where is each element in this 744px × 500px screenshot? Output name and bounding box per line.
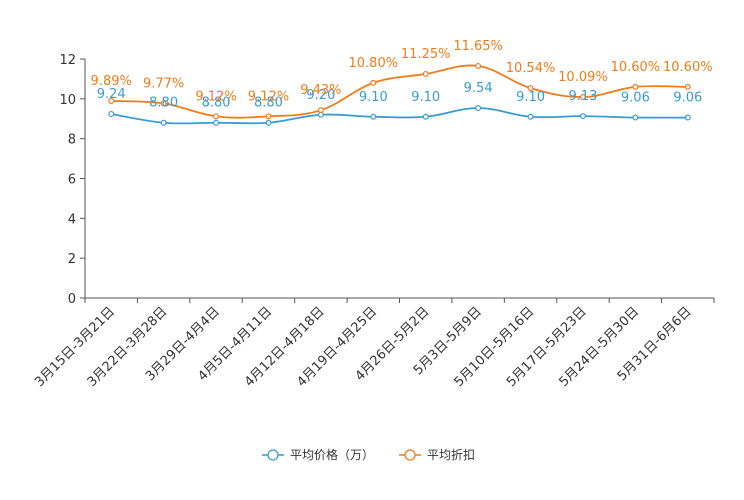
y-tick-label: 4 <box>68 212 76 227</box>
data-point-avg-price[interactable] <box>160 119 167 126</box>
data-label-avg-price: 9.10 <box>359 90 388 105</box>
data-label-avg-price: 8.80 <box>149 96 178 111</box>
data-label-avg-discount: 9.43% <box>300 83 341 98</box>
data-label-avg-price: 9.06 <box>621 91 650 106</box>
data-label-avg-discount: 9.89% <box>91 74 132 89</box>
data-point-avg-discount[interactable] <box>213 113 220 120</box>
data-point-avg-discount[interactable] <box>632 83 639 90</box>
data-label-avg-discount: 10.09% <box>558 70 608 85</box>
data-point-avg-discount[interactable] <box>265 113 272 120</box>
data-label-avg-discount: 11.25% <box>401 47 451 62</box>
data-point-avg-price[interactable] <box>475 104 482 111</box>
data-point-avg-price[interactable] <box>370 113 377 120</box>
legend-label: 平均折扣 <box>427 447 475 462</box>
data-label-avg-discount: 9.12% <box>248 89 289 104</box>
series-layer <box>108 62 691 126</box>
data-point-avg-discount[interactable] <box>108 98 115 105</box>
data-label-avg-price: 9.20 <box>306 88 335 103</box>
data-label-avg-price: 9.10 <box>516 90 545 105</box>
y-tick-label: 0 <box>68 292 76 307</box>
data-point-avg-price[interactable] <box>684 114 691 121</box>
data-label-avg-discount: 9.12% <box>195 89 236 104</box>
data-label-avg-price: 8.80 <box>254 96 283 111</box>
series-line-avg-price <box>111 107 688 125</box>
legend-item-avg-discount[interactable]: 平均折扣 <box>399 447 475 462</box>
legend-item-avg-price[interactable]: 平均价格（万） <box>262 447 374 462</box>
legend-marker-icon <box>404 449 416 461</box>
legend[interactable]: 平均价格（万） 平均折扣 <box>262 447 475 462</box>
data-label-avg-price: 8.80 <box>202 96 231 111</box>
data-point-avg-price[interactable] <box>265 119 272 126</box>
data-point-avg-discount[interactable] <box>684 83 691 90</box>
data-label-avg-price: 9.54 <box>464 81 493 96</box>
data-label-avg-price: 9.10 <box>411 90 440 105</box>
y-tick-label: 10 <box>59 93 76 108</box>
data-point-avg-discount[interactable] <box>579 94 586 101</box>
data-label-avg-discount: 11.65% <box>453 39 503 54</box>
data-point-avg-discount[interactable] <box>422 70 429 77</box>
data-point-avg-price[interactable] <box>422 113 429 120</box>
data-label-avg-discount: 10.80% <box>349 56 399 71</box>
data-label-avg-price: 9.13 <box>568 89 597 104</box>
y-tick-label: 2 <box>68 252 76 267</box>
y-tick-label: 8 <box>68 133 76 148</box>
data-point-avg-price[interactable] <box>108 110 115 117</box>
data-label-avg-discount: 10.60% <box>611 60 661 75</box>
data-label-avg-price: 9.06 <box>673 91 702 106</box>
y-tick-label: 6 <box>68 173 76 188</box>
data-label-avg-discount: 10.60% <box>663 60 713 75</box>
data-point-avg-discount[interactable] <box>317 107 324 114</box>
y-tick-label: 12 <box>59 53 76 68</box>
data-point-avg-discount[interactable] <box>475 62 482 69</box>
data-point-avg-discount[interactable] <box>370 79 377 86</box>
data-point-avg-price[interactable] <box>579 113 586 120</box>
data-point-avg-price[interactable] <box>213 119 220 126</box>
data-label-avg-discount: 10.54% <box>506 61 556 76</box>
data-point-avg-price[interactable] <box>527 113 534 120</box>
series-line-avg-discount <box>111 64 688 119</box>
data-label-avg-price: 9.24 <box>97 87 126 102</box>
data-label-avg-discount: 9.77% <box>143 76 184 91</box>
legend-label: 平均价格（万） <box>290 447 374 462</box>
data-point-avg-discount[interactable] <box>160 100 167 107</box>
legend-marker-icon <box>267 449 279 461</box>
data-point-avg-discount[interactable] <box>527 85 534 92</box>
data-point-avg-price[interactable] <box>632 114 639 121</box>
data-labels: 9.24 8.80 8.80 8.80 9.20 9.10 9.10 9.54 9.10 9.13… <box>91 39 713 111</box>
